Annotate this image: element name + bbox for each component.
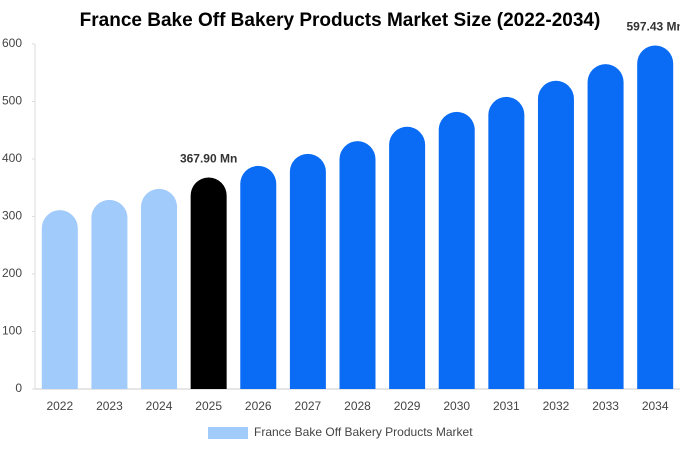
x-tick-label: 2029	[394, 399, 421, 413]
bar	[537, 80, 574, 390]
bar	[389, 126, 426, 389]
y-tick-label: 300	[2, 209, 22, 223]
y-tick-label: 400	[2, 151, 22, 165]
x-tick-label: 2033	[592, 399, 619, 413]
x-tick-label: 2023	[96, 399, 123, 413]
value-label: 367.90 Mn	[180, 152, 237, 166]
value-label: 597.43 Mn	[627, 20, 680, 34]
x-tick-label: 2022	[46, 399, 73, 413]
y-tick-label: 200	[2, 266, 22, 280]
bar	[240, 165, 277, 389]
x-tick-label: 2025	[195, 399, 222, 413]
y-tick-label: 500	[2, 94, 22, 108]
x-tick-label: 2026	[245, 399, 272, 413]
bar	[141, 188, 178, 389]
y-tick-label: 0	[15, 381, 22, 395]
bar	[587, 64, 624, 389]
bar	[488, 96, 525, 389]
legend-label: France Bake Off Bakery Products Market	[254, 425, 473, 439]
bar	[41, 210, 78, 389]
bar	[91, 199, 128, 389]
x-tick-label: 2028	[344, 399, 371, 413]
bar	[438, 111, 475, 389]
x-tick-label: 2032	[543, 399, 570, 413]
bar	[289, 153, 326, 389]
y-tick-label: 600	[2, 36, 22, 50]
chart-title: France Bake Off Bakery Products Market S…	[80, 10, 601, 31]
bar	[637, 45, 674, 389]
y-tick-label: 100	[2, 324, 22, 338]
bar	[190, 177, 227, 389]
x-tick-label: 2034	[642, 399, 669, 413]
x-tick-label: 2027	[295, 399, 322, 413]
x-tick-label: 2031	[493, 399, 520, 413]
x-tick-label: 2024	[146, 399, 173, 413]
x-tick-label: 2030	[443, 399, 470, 413]
bar	[339, 141, 376, 389]
legend-swatch	[208, 427, 248, 439]
